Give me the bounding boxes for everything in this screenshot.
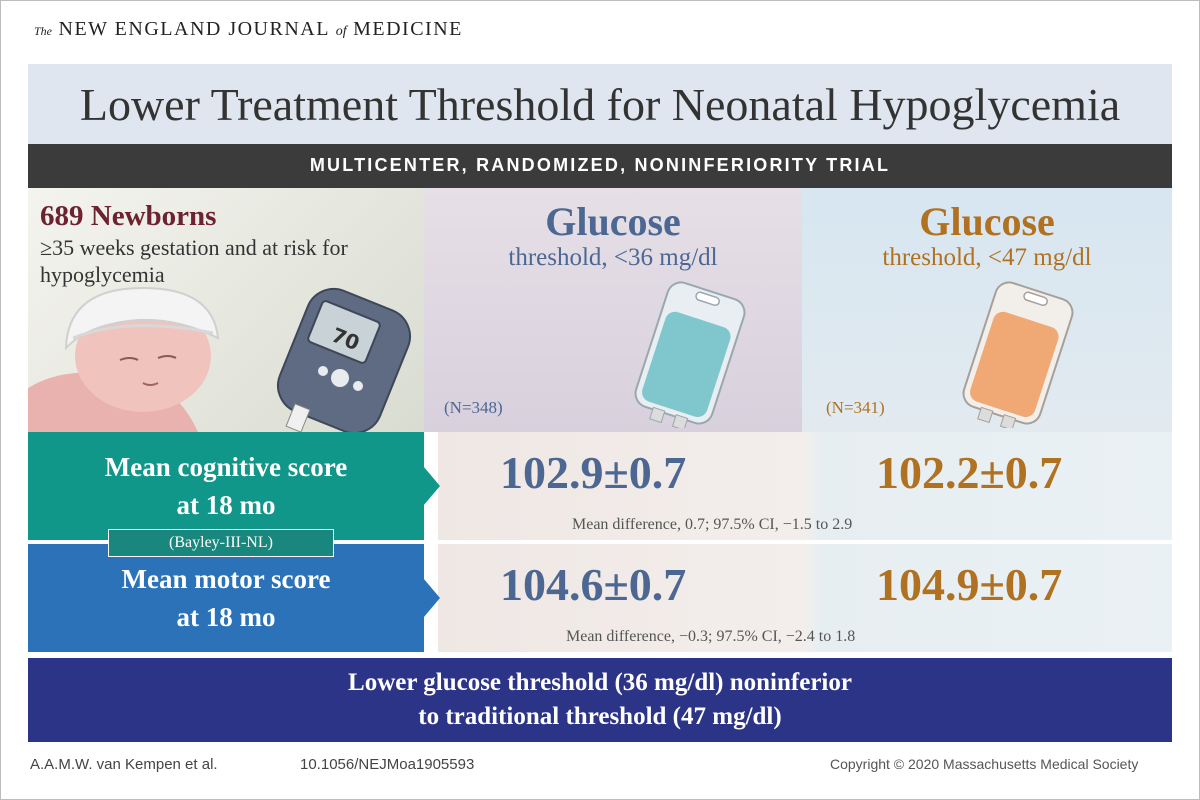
group-low-n: (N=348) xyxy=(444,398,503,417)
population-panel: 689 Newborns ≥35 weeks gestation and at … xyxy=(28,188,424,432)
conclusion-line1: Lower glucose threshold (36 mg/dl) nonin… xyxy=(348,669,852,696)
footer-doi[interactable]: 10.1056/NEJMoa1905593 xyxy=(300,756,475,773)
outcome-label-box: Mean motor score at 18 mo xyxy=(28,544,424,652)
conclusion-text: Lower glucose threshold (36 mg/dl) nonin… xyxy=(28,666,1172,734)
trial-band: MULTICENTER, RANDOMIZED, NONINFERIORITY … xyxy=(28,144,1172,188)
group-high-panel: Glucose threshold, <47 mg/dl (N=341) xyxy=(802,188,1172,432)
journal-name-2: MEDICINE xyxy=(353,18,463,40)
group-high-name: Glucose xyxy=(919,199,1055,244)
outcome-values-bg xyxy=(438,544,1172,652)
outcome-label: Mean cognitive score at 18 mo xyxy=(28,448,424,524)
newborn-illustration: 70 xyxy=(28,286,411,432)
iv-bag-orange-icon xyxy=(962,281,1074,428)
journal-the: The xyxy=(34,24,52,38)
outcome-label-box: Mean cognitive score at 18 mo xyxy=(28,432,424,540)
outcome-label-line1: Mean cognitive score xyxy=(104,452,348,482)
group-low-panel: Glucose threshold, <36 mg/dl (N=348) xyxy=(424,188,802,432)
journal-of: of xyxy=(335,24,347,39)
value-high-threshold: 102.2±0.7 xyxy=(876,447,1063,498)
journal-name-1: NEW ENGLAND JOURNAL xyxy=(58,18,330,40)
outcome-values-bg xyxy=(438,432,1172,540)
outcome-row-motor: Mean motor score at 18 mo 104.6±0.7 104.… xyxy=(0,544,1200,656)
population-description: ≥35 weeks gestation and at risk for hypo… xyxy=(40,235,348,287)
scale-badge: (Bayley-III-NL) xyxy=(108,529,334,557)
group-high-threshold: threshold, <47 mg/dl xyxy=(882,244,1092,271)
outcome-label-line2: at 18 mo xyxy=(176,602,276,632)
journal-name: The NEW ENGLAND JOURNAL of MEDICINE xyxy=(34,18,463,41)
footer-copyright: Copyright © 2020 Massachusetts Medical S… xyxy=(830,756,1139,772)
conclusion-line2: to traditional threshold (47 mg/dl) xyxy=(418,703,782,730)
arrow-right-icon xyxy=(418,460,440,512)
mean-difference: Mean difference, 0.7; 97.5% CI, −1.5 to … xyxy=(572,516,853,533)
outcome-label-line2: at 18 mo xyxy=(176,490,276,520)
conclusion-band: Lower glucose threshold (36 mg/dl) nonin… xyxy=(28,658,1172,742)
value-high-threshold: 104.9±0.7 xyxy=(876,559,1063,610)
value-low-threshold: 102.9±0.7 xyxy=(500,447,687,498)
arrow-right-icon xyxy=(418,572,440,624)
mean-difference: Mean difference, −0.3; 97.5% CI, −2.4 to… xyxy=(566,628,856,645)
value-low-threshold: 104.6±0.7 xyxy=(500,559,687,610)
group-low-name: Glucose xyxy=(545,199,681,244)
outcome-label-line1: Mean motor score xyxy=(121,564,331,594)
outcome-label: Mean motor score at 18 mo xyxy=(28,560,424,636)
page-title: Lower Treatment Threshold for Neonatal H… xyxy=(79,79,1121,130)
glucose-meter-icon xyxy=(277,287,411,432)
title-band: Lower Treatment Threshold for Neonatal H… xyxy=(28,64,1172,144)
population-title: 689 Newborns xyxy=(40,200,217,232)
iv-bag-blue-icon xyxy=(634,281,746,428)
outcome-row-cognitive: Mean cognitive score at 18 mo 102.9±0.7 … xyxy=(0,432,1200,544)
footer-authors: A.A.M.W. van Kempen et al. xyxy=(30,756,218,773)
group-high-n: (N=341) xyxy=(826,398,885,417)
trial-type: MULTICENTER, RANDOMIZED, NONINFERIORITY … xyxy=(309,155,891,175)
group-low-threshold: threshold, <36 mg/dl xyxy=(508,244,718,271)
